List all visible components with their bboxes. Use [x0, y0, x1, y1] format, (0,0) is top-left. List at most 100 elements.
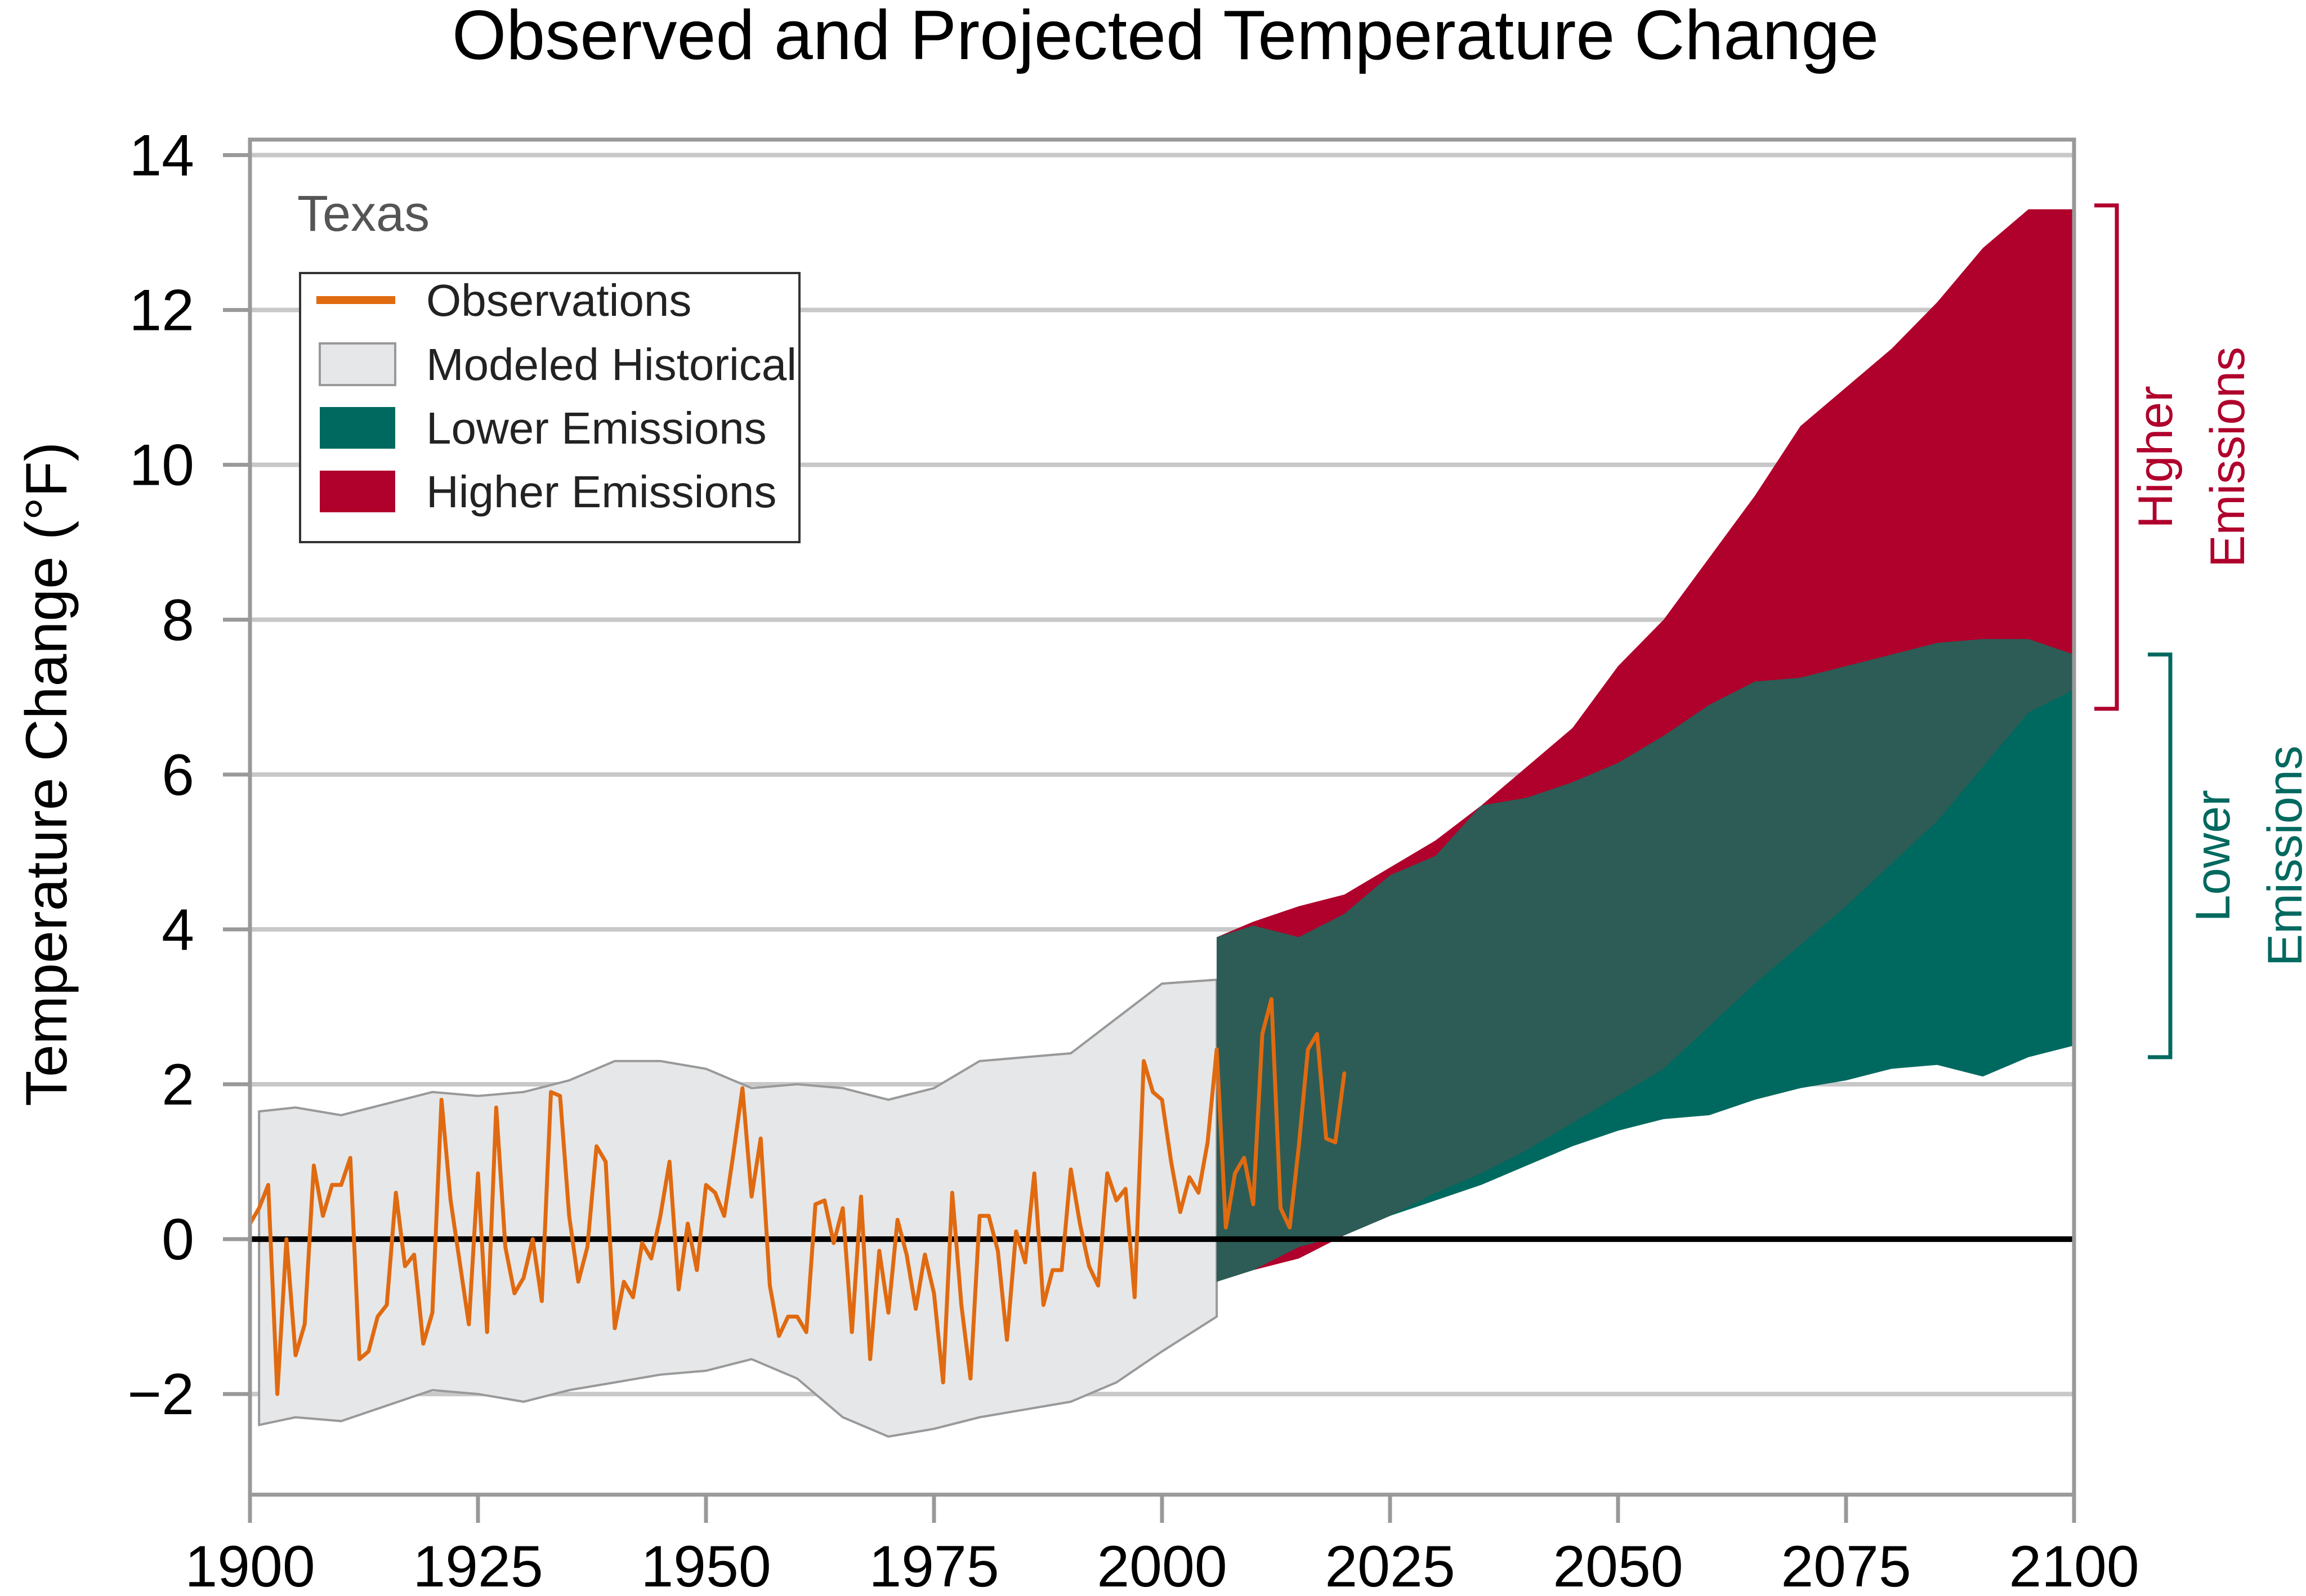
- observation-point: [330, 1183, 334, 1187]
- observation-point: [786, 1315, 790, 1318]
- legend-label: Observations: [426, 275, 691, 325]
- emissions-overlap-area: [1217, 639, 2074, 1282]
- observation-point: [1252, 1202, 1255, 1206]
- observation-point: [558, 1094, 562, 1098]
- observation-point: [303, 1322, 306, 1326]
- observation-point: [1051, 1268, 1054, 1272]
- observation-point: [513, 1291, 516, 1295]
- observation-point: [704, 1183, 708, 1187]
- scenario-bracket-label: Lower: [2186, 790, 2240, 922]
- observation-point: [422, 1342, 425, 1345]
- observation-point: [1215, 1048, 1218, 1051]
- observation-point: [878, 1249, 881, 1253]
- observation-point: [1124, 1187, 1127, 1191]
- observation-point: [385, 1303, 388, 1307]
- observation-point: [604, 1160, 607, 1164]
- observation-point: [850, 1330, 853, 1334]
- observation-point: [732, 1152, 735, 1156]
- observation-point: [1243, 1156, 1246, 1160]
- observation-point: [321, 1214, 325, 1218]
- x-tick-label: 1925: [413, 1534, 543, 1596]
- observation-point: [549, 1090, 553, 1094]
- observation-point: [458, 1260, 462, 1264]
- x-tick-label: 2075: [1781, 1534, 1911, 1596]
- observation-point: [348, 1156, 352, 1160]
- observation-point: [1343, 1071, 1346, 1074]
- observation-point: [394, 1191, 397, 1195]
- observation-point: [1261, 1032, 1264, 1036]
- projection-bands: [1217, 209, 2074, 1282]
- observation-point: [1115, 1199, 1118, 1202]
- modeled-historical-band: [258, 978, 1218, 1438]
- observation-point: [1206, 1141, 1209, 1144]
- observation-point: [1288, 1226, 1291, 1229]
- y-axis-ticks: −2 0 2 4 6 8 10 12 14: [127, 123, 250, 1427]
- legend-label: Lower Emissions: [426, 403, 767, 453]
- observation-point: [1060, 1268, 1063, 1272]
- observation-point: [950, 1191, 954, 1195]
- observation-point: [403, 1264, 406, 1268]
- observation-point: [1325, 1137, 1328, 1140]
- observation-point: [1106, 1172, 1109, 1175]
- observation-point: [1279, 1206, 1282, 1210]
- x-tick-label: 1900: [185, 1534, 315, 1596]
- observation-point: [1306, 1048, 1310, 1051]
- observation-point: [1270, 998, 1273, 1001]
- legend-label: Modeled Historical: [426, 339, 797, 390]
- observation-point: [978, 1214, 981, 1218]
- observation-point: [1151, 1090, 1155, 1094]
- observation-point: [440, 1098, 443, 1102]
- observation-point: [257, 1206, 261, 1210]
- observation-point: [722, 1214, 726, 1218]
- observation-point: [339, 1183, 343, 1187]
- x-tick-label: 2000: [1097, 1534, 1227, 1596]
- observation-point: [1334, 1141, 1337, 1144]
- observation-point: [741, 1087, 744, 1090]
- observation-point: [1188, 1175, 1191, 1179]
- observation-point: [1097, 1284, 1100, 1287]
- y-tick-label: 10: [129, 433, 194, 498]
- observation-point: [987, 1214, 990, 1218]
- observation-point: [622, 1280, 625, 1284]
- observation-point: [613, 1326, 616, 1330]
- y-tick-label: 12: [129, 278, 194, 343]
- observation-point: [1087, 1264, 1091, 1268]
- y-tick-label: 0: [162, 1207, 194, 1272]
- observation-point: [522, 1276, 525, 1280]
- y-tick-label: 14: [129, 123, 194, 189]
- observation-point: [1169, 1160, 1173, 1164]
- y-tick-label: −2: [127, 1362, 194, 1427]
- observation-point: [467, 1322, 471, 1326]
- observation-point: [1142, 1059, 1146, 1063]
- observation-point: [1024, 1260, 1027, 1264]
- observation-point: [312, 1164, 315, 1167]
- x-tick-label: 1975: [869, 1534, 999, 1596]
- x-tick-label: 2050: [1553, 1534, 1683, 1596]
- observation-point: [476, 1172, 480, 1175]
- observation-point: [504, 1245, 507, 1249]
- y-tick-label: 2: [162, 1052, 194, 1117]
- observation-point: [567, 1214, 571, 1218]
- observation-point: [1297, 1145, 1301, 1148]
- y-tick-label: 6: [162, 743, 194, 808]
- x-tick-label: 2025: [1325, 1534, 1455, 1596]
- observation-point: [1197, 1191, 1200, 1195]
- observation-point: [285, 1237, 288, 1241]
- y-tick-label: 4: [162, 897, 194, 963]
- observation-point: [768, 1284, 771, 1287]
- observation-point: [923, 1253, 927, 1257]
- observation-point: [914, 1307, 918, 1311]
- y-axis-label: Temperature Change (°F): [14, 442, 79, 1106]
- observation-point: [1069, 1168, 1072, 1171]
- legend: Observations Modeled Historical Lower Emis…: [299, 272, 801, 543]
- observation-point: [750, 1195, 753, 1198]
- observation-point: [1033, 1172, 1036, 1175]
- observation-point: [960, 1303, 963, 1307]
- observation-point: [531, 1237, 534, 1241]
- observation-point: [1005, 1338, 1009, 1342]
- legend-swatch-lower-emissions: [320, 407, 395, 449]
- scenario-brackets: Higher Emissions Lower Emissions: [2094, 203, 2306, 1059]
- observation-point: [294, 1353, 297, 1357]
- observation-point: [869, 1357, 872, 1361]
